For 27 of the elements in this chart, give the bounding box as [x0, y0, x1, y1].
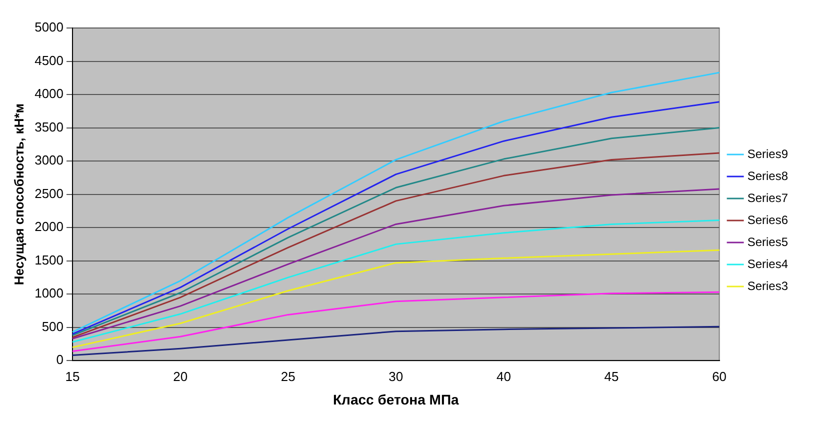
y-tick-label: 4000: [34, 86, 64, 102]
x-tick-label: 60: [712, 368, 727, 384]
x-tick-label: 40: [496, 368, 511, 384]
x-tick-label: 15: [65, 368, 80, 384]
y-tick-label: 5000: [34, 20, 64, 35]
y-tick-label: 4500: [34, 52, 64, 68]
x-tick-label: 30: [388, 368, 404, 384]
y-tick-label: 500: [42, 318, 64, 334]
x-axis-title: Класс бетона МПа: [333, 391, 460, 408]
y-tick-label: 1000: [34, 286, 64, 301]
legend-label: Series9: [747, 146, 788, 161]
legend-label: Series5: [747, 234, 788, 249]
y-tick-label: 2500: [34, 186, 64, 201]
y-tick-label: 2000: [34, 219, 64, 234]
y-axis-title: Несущая способность, кН*м: [11, 104, 26, 286]
x-tick-label: 20: [173, 368, 188, 384]
legend-label: Series7: [747, 190, 788, 205]
x-tick-label: 45: [604, 368, 619, 384]
legend-label: Series6: [747, 212, 788, 227]
x-tick-label: 25: [280, 368, 296, 384]
y-tick-label: 3500: [34, 119, 64, 134]
y-tick-label: 1500: [34, 252, 64, 268]
legend-label: Series8: [747, 168, 788, 183]
legend-label: Series4: [747, 256, 788, 271]
y-tick-label: 3000: [34, 152, 64, 168]
y-tick-label: 0: [56, 352, 64, 368]
legend-label: Series3: [747, 278, 788, 293]
